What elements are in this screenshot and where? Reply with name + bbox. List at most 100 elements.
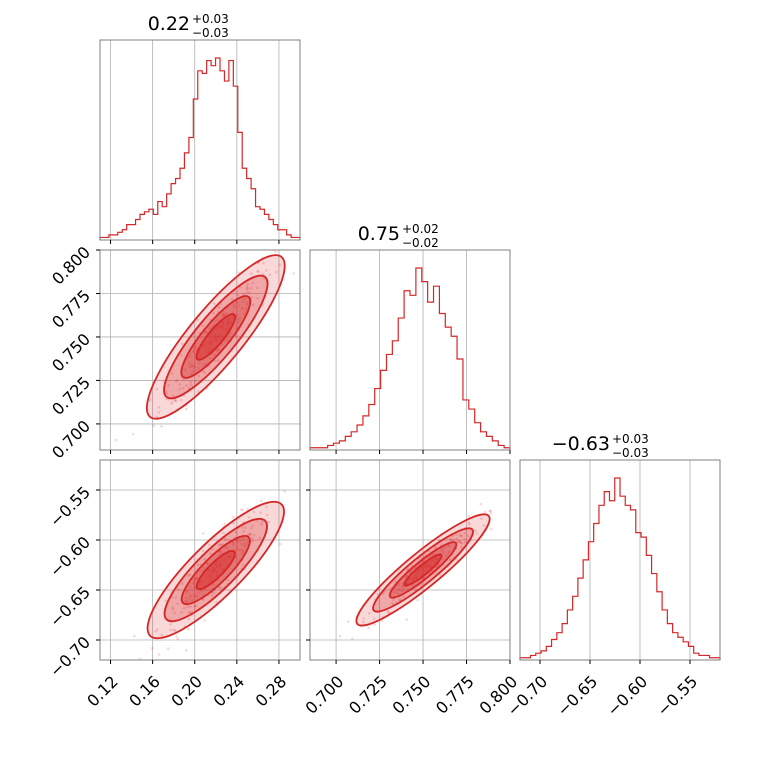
scatter-point xyxy=(431,553,435,556)
scatter-point xyxy=(194,604,198,608)
scatter-point xyxy=(191,598,194,602)
scatter-point xyxy=(175,635,178,638)
y-tick-label-2: −0.60 xyxy=(46,533,94,581)
scatter-point xyxy=(405,574,409,578)
scatter-point xyxy=(174,379,178,383)
scatter-point xyxy=(184,596,188,600)
panel-frame xyxy=(99,459,301,661)
scatter-point xyxy=(405,618,408,621)
scatter-point xyxy=(241,563,245,567)
scatter-point xyxy=(274,250,277,253)
scatter-point xyxy=(251,281,255,285)
y-tick-label-1: 0.700 xyxy=(48,416,94,462)
scatter-point xyxy=(216,359,220,362)
y-tick-label-2: −0.70 xyxy=(46,633,94,681)
scatter-point xyxy=(167,384,170,387)
param-title-minus-2: −0.03 xyxy=(612,446,649,460)
scatter-point xyxy=(185,600,189,603)
scatter-point xyxy=(258,536,262,539)
scatter-point xyxy=(212,591,216,594)
scatter-point xyxy=(444,554,448,558)
scatter-point xyxy=(459,541,463,545)
scatter-point xyxy=(187,574,190,577)
scatter-point xyxy=(160,425,163,428)
scatter-point xyxy=(182,606,186,610)
x-tick-label-1: 0.750 xyxy=(389,672,435,718)
scatter-point xyxy=(203,331,207,334)
scatter-point xyxy=(458,540,462,544)
scatter-point xyxy=(230,298,234,301)
scatter-point xyxy=(249,272,253,276)
scatter-point xyxy=(204,363,207,366)
scatter-point xyxy=(243,544,247,548)
scatter-point xyxy=(246,540,250,543)
scatter-point xyxy=(392,598,395,602)
scatter-point xyxy=(397,588,400,591)
scatter-point xyxy=(406,567,410,571)
scatter-point xyxy=(260,520,264,523)
scatter-point xyxy=(441,547,444,551)
scatter-point xyxy=(189,383,192,387)
scatter-point xyxy=(463,540,467,544)
scatter-point xyxy=(257,270,260,273)
scatter-point xyxy=(203,619,207,622)
scatter-point xyxy=(483,510,487,514)
panel-frame xyxy=(99,39,301,241)
scatter-point xyxy=(180,342,184,346)
scatter-point xyxy=(386,609,389,613)
scatter-point xyxy=(460,545,463,549)
scatter-point xyxy=(188,361,192,365)
scatter-point xyxy=(187,355,191,359)
param-title-2: −0.63 xyxy=(552,433,610,455)
scatter-point xyxy=(245,307,248,311)
scatter-point xyxy=(202,364,206,367)
scatter-point xyxy=(208,543,211,547)
x-tick-label-0: 0.24 xyxy=(210,672,249,711)
scatter-point xyxy=(512,487,515,490)
scatter-point xyxy=(164,392,168,395)
scatter-point xyxy=(212,312,215,315)
scatter-point xyxy=(479,502,483,506)
scatter-point xyxy=(243,297,246,301)
scatter-point xyxy=(474,529,477,533)
scatter-point xyxy=(225,546,228,549)
scatter-content xyxy=(338,487,515,641)
scatter-point xyxy=(236,313,239,317)
scatter-point xyxy=(157,406,161,409)
scatter-point xyxy=(243,312,246,316)
scatter-point xyxy=(205,562,209,566)
scatter-point xyxy=(278,542,282,546)
scatter-point xyxy=(211,583,215,587)
scatter-point xyxy=(247,516,251,519)
scatter-point xyxy=(195,576,199,579)
scatter-point xyxy=(245,542,248,545)
scatter-point xyxy=(196,563,200,567)
scatter-point xyxy=(188,573,192,577)
scatter-point xyxy=(401,584,404,588)
scatter-point xyxy=(201,324,205,327)
scatter-point xyxy=(192,346,196,349)
scatter-point xyxy=(446,552,450,556)
scatter-point xyxy=(457,540,461,543)
x-tick-label-0: 0.28 xyxy=(252,672,291,711)
scatter-point xyxy=(189,595,192,598)
scatter-point xyxy=(244,310,247,313)
scatter-point xyxy=(241,306,245,310)
scatter-point xyxy=(265,269,268,272)
scatter-point xyxy=(152,424,155,428)
scatter-point xyxy=(367,626,370,630)
scatter-point xyxy=(235,547,239,551)
scatter-point xyxy=(468,522,471,526)
scatter-point xyxy=(197,390,200,393)
histogram-step-line xyxy=(309,267,511,450)
scatter-point xyxy=(467,514,471,518)
scatter-point xyxy=(241,508,245,512)
scatter-point xyxy=(414,588,417,591)
y-tick-label-1: 0.800 xyxy=(48,243,94,289)
scatter-point xyxy=(187,610,191,614)
histogram-step-line xyxy=(519,477,721,660)
scatter-point xyxy=(242,529,245,533)
scatter-point xyxy=(186,590,190,593)
scatter-point xyxy=(448,558,452,562)
scatter-point xyxy=(401,586,405,590)
